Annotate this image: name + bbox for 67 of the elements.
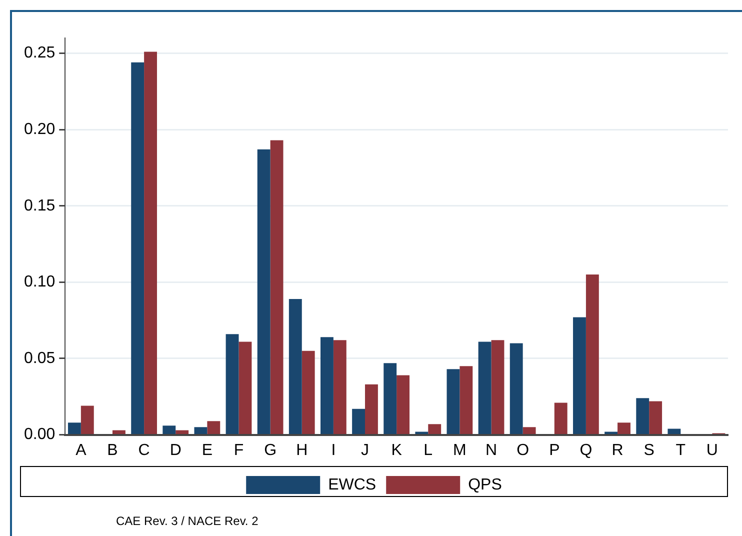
x-tick-label: E <box>202 442 213 459</box>
x-tick-label: K <box>391 442 402 459</box>
x-tick-label: A <box>76 442 87 459</box>
bar <box>194 427 208 434</box>
bar <box>288 298 302 434</box>
bar <box>554 402 568 434</box>
bar <box>162 426 176 434</box>
bar <box>460 366 473 434</box>
bar <box>68 422 81 434</box>
bar <box>618 422 630 434</box>
x-tick-label: C <box>138 442 150 459</box>
bar <box>80 406 94 434</box>
bar <box>522 427 536 434</box>
x-tick-label: U <box>706 442 718 459</box>
bar <box>226 334 239 434</box>
x-tick-label: T <box>676 442 686 459</box>
bar <box>176 430 189 434</box>
x-tick-label: M <box>453 442 466 459</box>
bar <box>320 337 334 434</box>
x-tick-label: S <box>644 442 654 459</box>
bar <box>636 398 650 434</box>
bar <box>668 428 681 434</box>
x-tick-label: G <box>264 442 277 459</box>
x-tick-label: P <box>549 442 560 459</box>
x-tick-label: I <box>331 442 336 459</box>
bar <box>333 340 346 434</box>
bar <box>207 421 220 434</box>
bar <box>446 369 460 434</box>
y-tick-label: 0.20 <box>24 120 56 138</box>
bar <box>144 52 157 434</box>
y-tick-label: 0.15 <box>24 197 56 214</box>
legend-label: QPS <box>468 476 502 494</box>
y-tick-label: 0.10 <box>24 274 56 291</box>
x-tick-label: D <box>170 442 182 459</box>
bar <box>573 317 586 434</box>
bar <box>257 149 270 434</box>
x-tick-label: L <box>424 442 433 459</box>
bar <box>238 342 252 434</box>
bar <box>302 350 315 434</box>
x-tick-label: Q <box>580 442 592 459</box>
x-tick-label: R <box>612 442 624 459</box>
bar <box>428 424 442 434</box>
bar <box>510 343 523 434</box>
bar <box>352 408 366 434</box>
y-tick-label: 0.05 <box>24 350 56 367</box>
bar <box>270 140 284 434</box>
legend-label: EWCS <box>328 476 376 494</box>
bar <box>384 363 397 434</box>
bar <box>415 432 428 434</box>
bar <box>586 274 599 434</box>
y-tick-label: 0.00 <box>24 426 56 444</box>
x-tick-label: O <box>516 442 530 459</box>
bar <box>112 430 126 434</box>
bar <box>396 375 410 434</box>
x-tick-label: J <box>361 442 370 459</box>
y-tick-label: 0.25 <box>24 44 56 62</box>
x-tick-label: N <box>485 442 498 459</box>
x-tick-label: H <box>296 442 308 459</box>
bar <box>365 384 378 434</box>
text: CAE Rev. 3 / NACE Rev. 2 <box>116 514 259 528</box>
bar <box>478 342 492 434</box>
bar <box>604 432 618 434</box>
x-tick-label: B <box>107 442 118 459</box>
bar <box>491 340 504 434</box>
bar <box>649 401 662 434</box>
bar <box>131 62 144 434</box>
x-tick-label: F <box>234 442 244 459</box>
